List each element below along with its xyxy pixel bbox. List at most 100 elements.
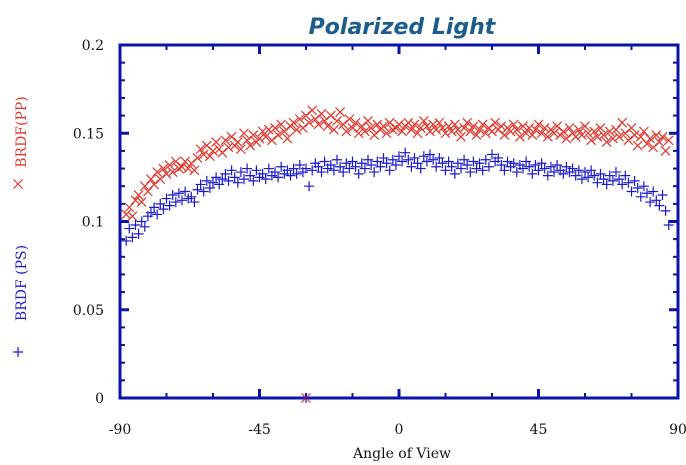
ps-point bbox=[477, 165, 488, 176]
pp-point bbox=[487, 126, 497, 137]
pp-point bbox=[576, 130, 587, 140]
ps-point bbox=[313, 161, 324, 172]
ps-point bbox=[229, 172, 240, 183]
ps-point bbox=[595, 168, 606, 179]
pp-point bbox=[518, 121, 528, 132]
ps-point bbox=[335, 161, 346, 172]
ps-point bbox=[294, 160, 305, 171]
ps-point bbox=[211, 172, 222, 183]
ps-point bbox=[124, 223, 135, 234]
ps-point bbox=[304, 181, 315, 192]
ps-point bbox=[617, 179, 628, 190]
pp-point bbox=[130, 195, 141, 206]
pp-point bbox=[663, 135, 674, 146]
ps-point bbox=[592, 177, 603, 188]
pp-point bbox=[282, 133, 293, 144]
ps-point bbox=[189, 197, 200, 208]
ps-point bbox=[270, 167, 280, 178]
ps-point bbox=[468, 156, 479, 167]
pp-point bbox=[149, 179, 160, 190]
pp-point bbox=[539, 123, 550, 133]
pp-point bbox=[477, 119, 488, 130]
pp-point bbox=[434, 117, 445, 128]
ps-point bbox=[545, 161, 556, 172]
pp-point bbox=[211, 137, 222, 147]
ps-point bbox=[629, 175, 640, 186]
ps-point bbox=[459, 154, 470, 165]
pp-point bbox=[127, 211, 138, 222]
pp-point bbox=[415, 123, 426, 133]
pp-point bbox=[490, 117, 501, 128]
ps-point bbox=[394, 151, 404, 162]
y-tick-label: 0 bbox=[95, 391, 104, 407]
ps-point bbox=[449, 168, 460, 179]
pp-point bbox=[316, 108, 327, 119]
ps-point bbox=[496, 160, 507, 171]
ps-point bbox=[518, 163, 528, 174]
pp-point bbox=[558, 126, 569, 137]
ps-point bbox=[201, 175, 212, 186]
ps-point bbox=[325, 160, 336, 171]
ps-point bbox=[620, 170, 631, 181]
pp-point bbox=[235, 144, 246, 155]
ps-point bbox=[614, 174, 625, 185]
pp-point bbox=[146, 174, 156, 185]
pp-point bbox=[341, 126, 352, 137]
ps-point bbox=[242, 163, 253, 174]
ps-point bbox=[657, 190, 668, 201]
ps-point bbox=[493, 152, 504, 163]
ps-point bbox=[418, 151, 429, 162]
ps-point bbox=[415, 163, 426, 174]
x-axis-title: Angle of View bbox=[352, 446, 451, 462]
ps-point bbox=[421, 156, 432, 167]
pp-point bbox=[570, 131, 581, 142]
pp-point bbox=[189, 165, 200, 176]
x-tick-label: 45 bbox=[530, 422, 548, 438]
ps-point bbox=[316, 167, 327, 178]
pp-point bbox=[204, 151, 215, 162]
pp-point bbox=[425, 126, 435, 137]
pp-point bbox=[580, 121, 590, 132]
x-tick-label: -45 bbox=[248, 422, 271, 438]
pp-point bbox=[403, 117, 414, 128]
legend-marker-ps bbox=[13, 347, 23, 357]
pp-point bbox=[381, 128, 392, 139]
ps-point bbox=[198, 186, 209, 197]
pp-point bbox=[394, 119, 404, 130]
x-tick-label: -90 bbox=[109, 422, 132, 438]
ps-point bbox=[570, 170, 581, 181]
pp-point bbox=[136, 197, 147, 208]
series-ps bbox=[121, 147, 674, 403]
ps-point bbox=[319, 156, 330, 167]
ps-point bbox=[177, 195, 187, 206]
ps-point bbox=[412, 158, 423, 169]
ps-point bbox=[434, 152, 445, 163]
pp-point bbox=[310, 114, 321, 125]
ps-point bbox=[338, 167, 349, 178]
ps-point bbox=[208, 177, 218, 188]
ps-point bbox=[186, 191, 197, 202]
pp-point bbox=[183, 163, 194, 174]
pp-point bbox=[313, 119, 324, 130]
legend-entry-pp: BRDF(PP) bbox=[13, 96, 30, 189]
ps-point bbox=[164, 200, 175, 211]
ps-point bbox=[487, 149, 497, 160]
pp-point bbox=[344, 114, 355, 125]
ps-point bbox=[452, 158, 463, 169]
ps-point bbox=[400, 147, 411, 158]
ps-point bbox=[341, 158, 352, 169]
ps-point bbox=[350, 161, 361, 172]
ps-point bbox=[483, 161, 494, 172]
ps-point bbox=[533, 165, 544, 176]
ps-point bbox=[508, 158, 519, 169]
pp-point bbox=[288, 117, 299, 128]
pp-point bbox=[592, 131, 603, 142]
pp-point bbox=[301, 110, 311, 121]
pp-point bbox=[133, 190, 144, 200]
pp-point bbox=[604, 126, 615, 137]
ps-point bbox=[161, 193, 172, 204]
ps-point bbox=[567, 163, 578, 174]
ps-point bbox=[406, 161, 417, 172]
pp-point bbox=[142, 186, 153, 197]
pp-point bbox=[446, 126, 457, 137]
